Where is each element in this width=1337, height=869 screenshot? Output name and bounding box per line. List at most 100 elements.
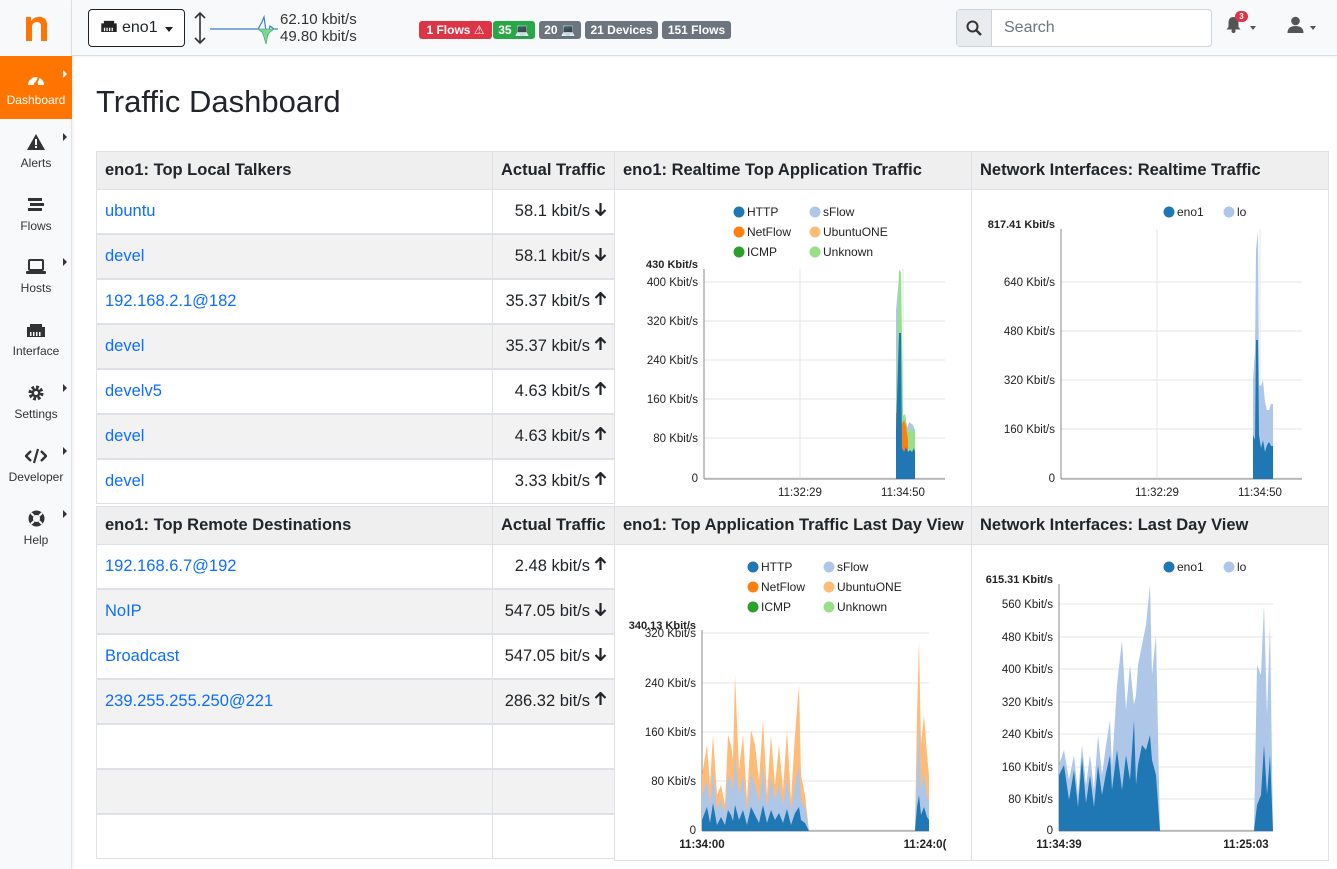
x-tick-label: 11:25:03: [1223, 839, 1268, 851]
sidebar-item-interface[interactable]: Interface: [0, 307, 72, 370]
search-button[interactable]: [957, 10, 992, 46]
legend-swatch: [733, 246, 745, 258]
traffic-value-text: 547.05 bit/s: [504, 647, 590, 665]
y-tick-label: 0: [1047, 825, 1053, 837]
y-tick-label: 640 Kbit/s: [1004, 277, 1055, 289]
traffic-value-text: 4.63 kbit/s: [514, 427, 590, 445]
y-tick-label: 240 Kbit/s: [647, 355, 698, 367]
lastday-interface-traffic-chart[interactable]: eno1 lo 615.31 Kbit/s 560 Kbit/s 480 Kbit/s 4…: [971, 544, 1329, 861]
sidebar-item-flows[interactable]: Flows: [0, 182, 72, 245]
sflow-area: [702, 725, 929, 831]
chevron-right-icon: [63, 447, 67, 455]
interface-select[interactable]: eno1: [88, 9, 185, 47]
realtime-app-traffic-chart[interactable]: HTTP sFlow NetFlow UbuntuONE ICMP Unknown 430 …: [614, 189, 972, 507]
legend-swatch: [747, 581, 759, 593]
user-icon[interactable]: [1287, 16, 1304, 38]
arrow-up-icon: [594, 691, 607, 711]
chevron-right-icon: [63, 384, 67, 392]
throughput-sparkline: [210, 12, 278, 51]
legend-swatch: [823, 601, 835, 613]
host-link[interactable]: Broadcast: [96, 634, 493, 679]
x-tick-label: 11:34:50: [1238, 487, 1282, 499]
sidebar-item-dashboard[interactable]: Dashboard: [0, 56, 72, 119]
rate-download: 49.80 kbit/s: [280, 28, 357, 45]
search-input[interactable]: [992, 10, 1211, 46]
traffic-value: 35.37 kbit/s: [492, 279, 615, 324]
arrow-up-icon: [594, 336, 607, 356]
page-title: Traffic Dashboard: [96, 84, 341, 119]
flows-badge[interactable]: 151 Flows: [662, 21, 731, 39]
legend-swatch: [823, 581, 835, 593]
y-tick-label: 320 Kbit/s: [645, 628, 696, 640]
topbar: eno1 62.10 kbit/s 49.80 kbit/s 1 Flows ⚠…: [72, 0, 1337, 56]
local-hosts-badge[interactable]: 35 💻: [493, 21, 535, 39]
x-tick-label: 11:34:50: [881, 487, 925, 499]
host-link[interactable]: devel: [96, 324, 493, 369]
x-tick-label: 11:24:0(: [904, 839, 947, 851]
host-link[interactable]: 192.168.2.1@182: [96, 279, 493, 324]
sidebar-item-hosts[interactable]: Hosts: [0, 244, 72, 307]
sidebar-item-developer[interactable]: Developer: [0, 433, 72, 496]
host-link[interactable]: NoIP: [96, 589, 493, 634]
lastday-app-traffic-chart[interactable]: HTTP sFlow NetFlow UbuntuONE ICMP Unknown 340.…: [614, 544, 972, 861]
y-tick-label: 0: [690, 825, 696, 837]
realtime-interface-traffic-chart[interactable]: eno1 lo 817.41 Kbit/s 640 Kbit/s 480 Kbit/s 3…: [971, 189, 1329, 507]
laptop-icon: [26, 257, 46, 277]
host-link[interactable]: ubuntu: [96, 189, 493, 234]
empty-cell: [492, 769, 615, 814]
y-tick-label: 480 Kbit/s: [1002, 632, 1053, 644]
sidebar-item-settings[interactable]: Settings: [0, 370, 72, 433]
chevron-down-icon[interactable]: [1310, 26, 1316, 30]
eno1-area: [1059, 720, 1273, 831]
arrow-up-icon: [594, 291, 607, 311]
traffic-value-text: 35.37 kbit/s: [505, 337, 590, 355]
warning-icon: [27, 132, 45, 152]
legend-entry: UbuntuONE: [837, 580, 902, 594]
traffic-value: 286.32 bit/s: [492, 679, 615, 724]
sidebar-item-alerts[interactable]: Alerts: [0, 119, 72, 182]
y-max-label: 340.13 Kbit/s: [629, 620, 696, 632]
arrow-down-icon: [594, 202, 607, 221]
y-tick-label: 160 Kbit/s: [1002, 762, 1053, 774]
host-link[interactable]: 239.255.255.250@221: [96, 679, 493, 724]
traffic-value-text: 3.33 kbit/s: [514, 472, 590, 490]
host-link[interactable]: 192.168.6.7@192: [96, 544, 493, 589]
traffic-value-text: 58.1 kbit/s: [514, 247, 590, 265]
code-icon: [25, 446, 47, 466]
y-tick-label: 0: [1049, 473, 1055, 485]
stream-icon: [28, 195, 44, 215]
http-area: [896, 333, 915, 479]
flow-alerts-badge[interactable]: 1 Flows ⚠: [419, 21, 492, 39]
y-tick-label: 160 Kbit/s: [647, 394, 698, 406]
y-tick-label: 400 Kbit/s: [1002, 664, 1053, 676]
host-link[interactable]: develv5: [96, 369, 493, 414]
y-tick-label: 320 Kbit/s: [647, 316, 698, 328]
sidebar-item-label: Alerts: [20, 155, 52, 170]
throughput-rates: 62.10 kbit/s 49.80 kbit/s: [280, 11, 357, 45]
x-tick-label: 11:32:29: [1135, 487, 1179, 499]
ntopng-logo[interactable]: [0, 0, 72, 56]
traffic-value: 547.05 bit/s: [492, 589, 615, 634]
y-tick-label: 560 Kbit/s: [1002, 599, 1053, 611]
legend-swatch: [733, 206, 745, 218]
y-max-label: 430 Kbit/s: [646, 259, 698, 271]
sidebar-item-label: Flows: [20, 218, 52, 233]
chevron-right-icon: [63, 258, 67, 266]
sidebar-item-label: Developer: [8, 469, 64, 484]
host-link[interactable]: devel: [96, 459, 493, 504]
legend-entry: sFlow: [837, 560, 869, 574]
chevron-down-icon[interactable]: [1250, 26, 1256, 30]
interface-name: eno1: [122, 19, 158, 36]
host-link[interactable]: devel: [96, 234, 493, 279]
notification-count-badge: 3: [1235, 11, 1248, 22]
arrow-down-icon: [594, 247, 607, 266]
traffic-value: 3.33 kbit/s: [492, 459, 615, 504]
y-tick-label: 320 Kbit/s: [1002, 697, 1053, 709]
remote-hosts-badge[interactable]: 20 💻: [539, 21, 581, 39]
devices-badge[interactable]: 21 Devices: [585, 21, 658, 39]
y-tick-label: 80 Kbit/s: [1008, 794, 1053, 806]
traffic-value-text: 35.37 kbit/s: [505, 292, 590, 310]
sidebar-item-help[interactable]: Help: [0, 496, 72, 559]
host-link[interactable]: devel: [96, 414, 493, 459]
y-tick-label: 80 Kbit/s: [651, 776, 696, 788]
